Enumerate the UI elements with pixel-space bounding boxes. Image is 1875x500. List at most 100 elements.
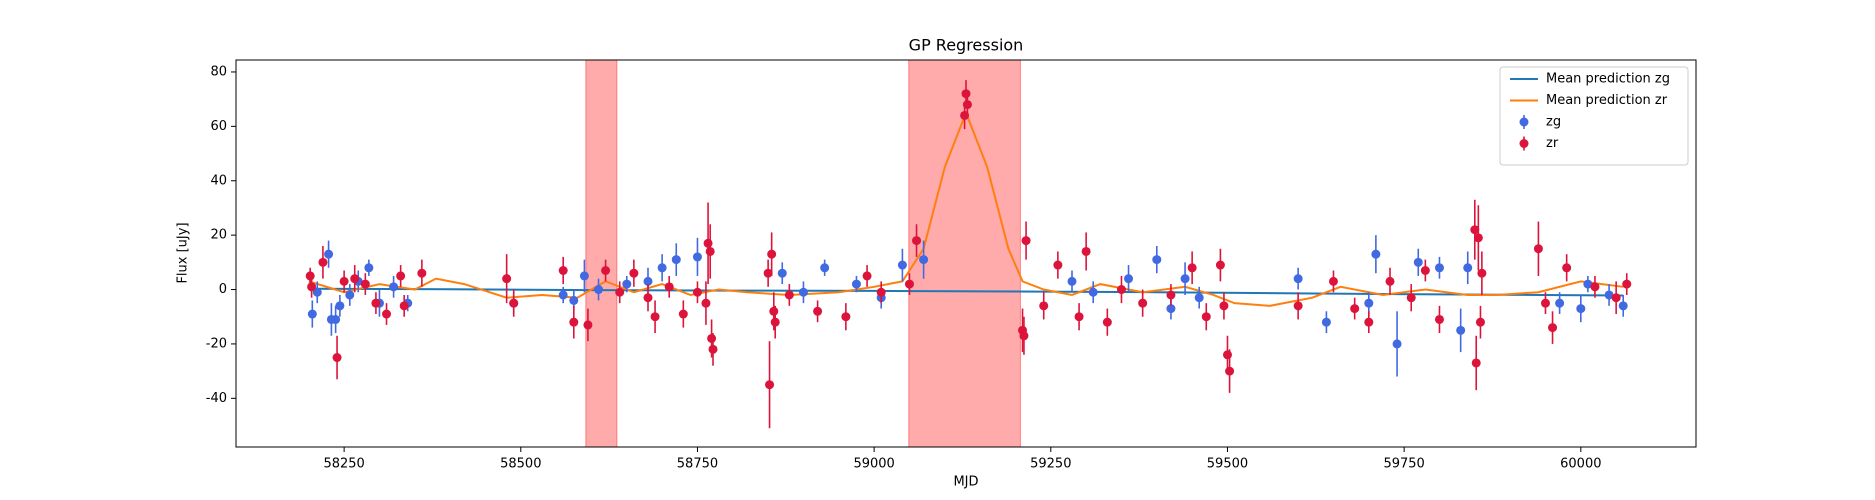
legend-box	[1499, 66, 1689, 166]
x-tick-label: 59500	[1207, 457, 1248, 472]
data-point	[769, 306, 779, 316]
plot-frame	[235, 59, 1697, 448]
data-point	[331, 314, 341, 324]
data-point	[569, 317, 579, 327]
data-point	[1470, 225, 1480, 235]
data-point	[657, 263, 667, 273]
data-point	[1321, 317, 1331, 327]
data-point	[1434, 263, 1444, 273]
data-point	[318, 257, 328, 267]
y-tick-label: 80	[210, 64, 227, 79]
data-point	[876, 287, 886, 297]
data-point	[1201, 312, 1211, 322]
data-point	[305, 271, 315, 281]
legend-label: zr	[1546, 136, 1559, 151]
data-point	[1219, 301, 1229, 311]
y-tick-label: 40	[210, 173, 227, 188]
data-point	[1548, 323, 1558, 333]
data-point	[579, 271, 589, 281]
data-point	[1166, 304, 1176, 314]
data-point	[629, 268, 639, 278]
data-point	[1074, 312, 1084, 322]
data-point	[332, 353, 342, 363]
data-point	[1562, 263, 1572, 273]
data-point	[1166, 290, 1176, 300]
data-point	[558, 290, 568, 300]
data-point	[1138, 298, 1148, 308]
data-point	[862, 271, 872, 281]
data-point	[371, 298, 381, 308]
legend-swatch	[1519, 117, 1529, 127]
x-tick-label: 58250	[323, 457, 364, 472]
data-point	[1590, 282, 1600, 292]
data-point	[1081, 246, 1091, 256]
data-point	[1116, 285, 1126, 295]
data-point	[382, 309, 392, 319]
data-point	[1371, 249, 1381, 259]
data-point	[1019, 331, 1029, 341]
legend-label: Mean prediction zr	[1546, 93, 1668, 108]
data-point	[692, 252, 702, 262]
data-point	[1088, 287, 1098, 297]
data-point	[1611, 293, 1621, 303]
data-point	[307, 282, 317, 292]
data-point	[1622, 279, 1632, 289]
data-point	[1328, 276, 1338, 286]
data-point	[594, 285, 604, 295]
data-point	[1124, 274, 1134, 284]
data-point	[1583, 279, 1593, 289]
data-point	[1456, 325, 1466, 335]
data-point	[705, 246, 715, 256]
data-point	[1477, 268, 1487, 278]
data-point	[1039, 301, 1049, 311]
data-point	[1406, 293, 1416, 303]
data-point	[1364, 298, 1374, 308]
data-point	[307, 309, 317, 319]
data-point	[1102, 317, 1112, 327]
x-tick-label: 59250	[1030, 457, 1071, 472]
data-point	[335, 301, 345, 311]
data-point	[813, 306, 823, 316]
data-point	[1392, 339, 1402, 349]
data-point	[1413, 257, 1423, 267]
data-point	[678, 309, 688, 319]
data-point	[1540, 298, 1550, 308]
data-point	[1434, 314, 1444, 324]
data-point	[904, 279, 914, 289]
data-point	[1053, 260, 1063, 270]
plot-area	[305, 60, 1632, 447]
data-point	[664, 282, 674, 292]
legend-label: Mean prediction zg	[1546, 72, 1670, 87]
data-point	[1364, 317, 1374, 327]
data-point	[851, 279, 861, 289]
data-point	[650, 312, 660, 322]
data-point	[324, 249, 334, 259]
data-point	[558, 265, 568, 275]
data-point	[798, 287, 808, 297]
data-point	[350, 274, 360, 284]
data-point	[961, 89, 971, 99]
data-point	[1618, 301, 1628, 311]
data-point	[339, 276, 349, 286]
data-point	[1463, 263, 1473, 273]
x-tick-label: 60000	[1560, 457, 1601, 472]
x-tick-label: 59750	[1383, 457, 1424, 472]
data-point	[622, 279, 632, 289]
data-point	[1471, 358, 1481, 368]
data-point	[1180, 274, 1190, 284]
data-point	[360, 279, 370, 289]
data-point	[919, 255, 929, 265]
y-tick-label: 20	[210, 228, 227, 243]
data-point	[1293, 274, 1303, 284]
data-point	[1187, 263, 1197, 273]
data-point	[502, 274, 512, 284]
data-point	[962, 100, 972, 110]
data-point	[1420, 265, 1430, 275]
data-point	[389, 282, 399, 292]
data-point	[615, 287, 625, 297]
chart-title: GP Regression	[909, 36, 1024, 55]
data-point	[1067, 276, 1077, 286]
data-point	[1604, 290, 1614, 300]
data-point	[692, 287, 702, 297]
